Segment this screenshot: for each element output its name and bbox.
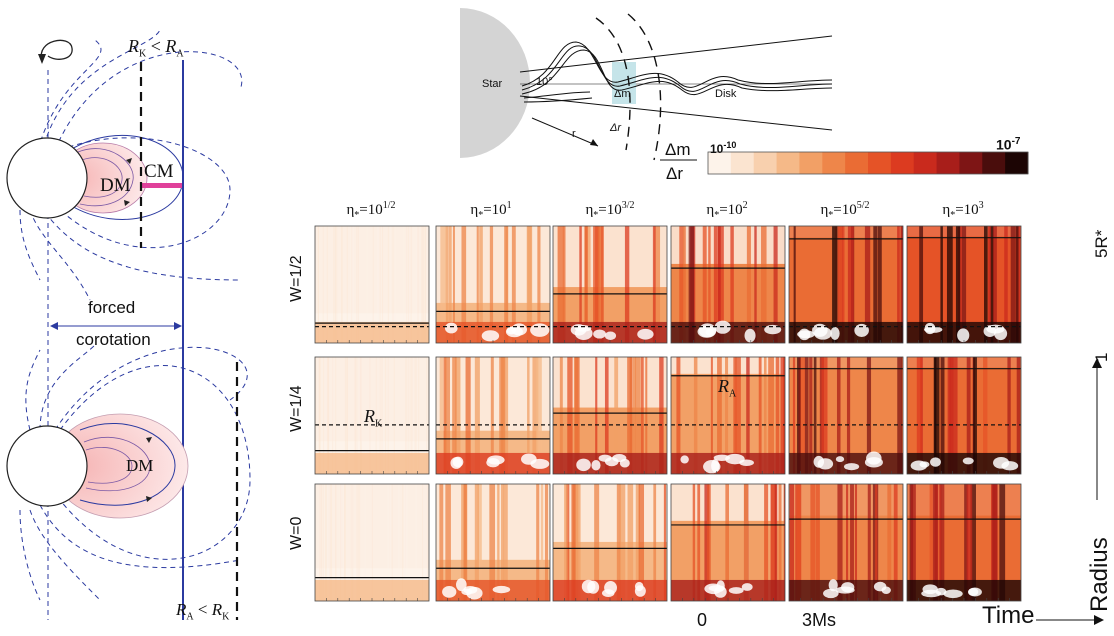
star-label: Star [482, 78, 503, 90]
dm-cell-label: Δm [614, 88, 631, 100]
colorbar-cell [936, 152, 960, 174]
forced-label: forced [88, 298, 136, 317]
disk-schematic [460, 8, 833, 161]
panel-r1-c3 [670, 356, 786, 475]
row-label-0: W=1/2 [288, 255, 305, 302]
rotation-arrow-icon [40, 39, 73, 61]
cbar-max-label: 10-7 [996, 136, 1021, 153]
panel-r1-c5 [906, 356, 1022, 475]
panel-r1-c0 [314, 356, 430, 475]
panel-r2-c2 [552, 483, 668, 602]
left-panel [6, 29, 251, 620]
panel-r2-c1 [435, 483, 551, 602]
colorbar-cell [913, 152, 938, 174]
colorbar [660, 151, 1029, 175]
x-start-label: 0 [697, 610, 708, 630]
colorbar-cell [959, 152, 983, 174]
colorbar-cell [890, 152, 915, 174]
panel-r2-c5 [906, 483, 1022, 602]
column-header-0: η*=101/2 [346, 200, 396, 221]
panel-grid [314, 225, 1022, 602]
disk-lower-edge [519, 95, 833, 131]
column-header-3: η*=102 [706, 200, 748, 221]
colorbar-cell [822, 152, 846, 174]
upper-field-lines [19, 29, 243, 301]
disk-label: Disk [715, 88, 737, 100]
dm-label-bottom: DM [126, 456, 154, 475]
column-header-5: η*=103 [942, 200, 984, 221]
panel-r0-c5 [906, 225, 1022, 344]
disk-upper-edge [519, 35, 833, 73]
cbar-numerator: Δm [665, 140, 691, 159]
cm-bar [141, 183, 183, 188]
panel-r0-c2 [552, 225, 668, 344]
column-header-2: η*=103/2 [585, 200, 635, 221]
column-header-4: η*=105/2 [820, 200, 870, 221]
colorbar-cell [845, 152, 869, 174]
ra-panel-label: RA [718, 376, 737, 400]
panel-r1-c1 [435, 356, 551, 475]
cbar-denominator: Δr [666, 164, 684, 183]
cm-label: CM [144, 161, 174, 182]
star-top [6, 137, 88, 219]
panel-r2-c3 [670, 483, 786, 602]
panel-r2-c4 [788, 483, 904, 602]
x-axis-label: Time [982, 602, 1035, 629]
panel-r0-c3 [670, 225, 786, 344]
panel-r0-c4 [788, 225, 904, 344]
panel-r2-c0 [314, 483, 430, 602]
star-half [460, 8, 530, 158]
colorbar-cell [708, 152, 732, 174]
r-label: r [572, 128, 576, 140]
y-axis-label: Radius [1086, 537, 1113, 612]
colorbar-cell [1005, 152, 1029, 174]
y-bottom-label: 1 [1092, 352, 1111, 362]
row-label-1: W=1/4 [288, 385, 305, 432]
panel-r0-c0 [314, 225, 430, 344]
row-label-2: W=0 [288, 516, 305, 550]
bottom-condition-label: RA < RK [176, 600, 230, 623]
colorbar-cell [799, 152, 823, 174]
column-header-1: η*=101 [470, 200, 512, 221]
corotation-label: corotation [76, 330, 151, 349]
rk-panel-label: RK [364, 406, 383, 430]
colorbar-cell [868, 152, 892, 174]
y-top-label: 5R* [1092, 229, 1111, 258]
lower-field-lines [19, 344, 251, 601]
dm-label-top: DM [100, 175, 131, 196]
colorbar-cell [730, 152, 755, 174]
star-bottom [6, 425, 88, 507]
top-condition-label: RK < RA [128, 36, 184, 60]
panel-r1-c4 [788, 356, 904, 475]
panel-r0-c1 [435, 225, 551, 344]
angle-label: 10° [536, 76, 553, 88]
cbar-min-label: 10-10 [710, 140, 737, 156]
colorbar-cell [982, 152, 1006, 174]
colorbar-cell [753, 152, 778, 174]
panel-r1-c2 [552, 356, 668, 475]
colorbar-cell [776, 152, 800, 174]
x-end-label: 3Ms [802, 610, 837, 630]
dr-label: Δr [610, 122, 622, 134]
